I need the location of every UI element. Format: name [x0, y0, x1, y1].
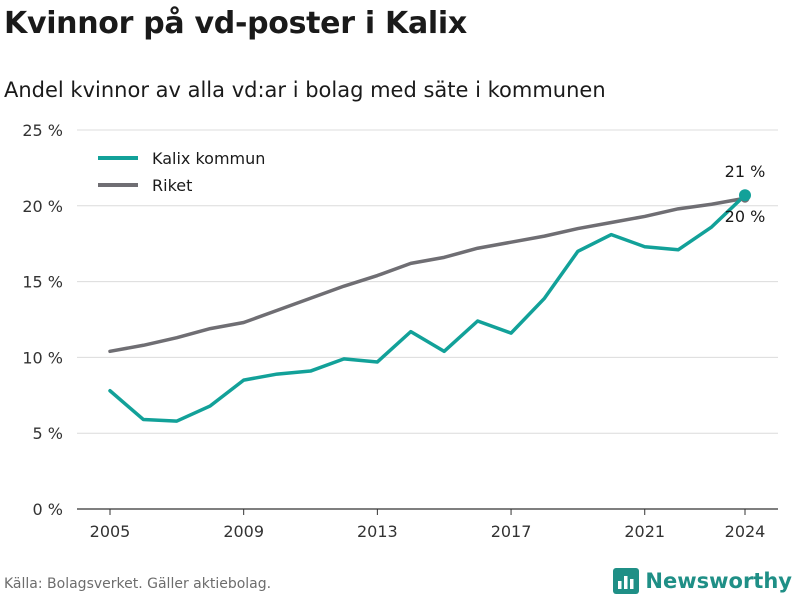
data-label-riket: 20 %	[725, 207, 766, 226]
x-tick-label: 2013	[357, 522, 398, 541]
y-tick-label: 25 %	[22, 121, 63, 140]
series-line-riket	[108, 196, 747, 354]
brand-name: Newsworthy	[645, 569, 792, 593]
source-note: Källa: Bolagsverket. Gäller aktiebolag.	[4, 576, 272, 592]
y-tick-label: 15 %	[22, 273, 63, 292]
series-endpoint-kalix-kommun	[739, 189, 751, 202]
chart-subtitle: Andel kvinnor av alla vd:ar i bolag med …	[4, 78, 606, 102]
brand-logo: Newsworthy	[613, 568, 792, 594]
x-tick-label: 2017	[491, 522, 532, 541]
x-tick-label: 2005	[90, 522, 131, 541]
y-tick-label: 20 %	[22, 197, 63, 216]
x-tick-label: 2024	[725, 522, 766, 541]
legend-label-riket: Riket	[152, 176, 192, 195]
y-tick-label: 10 %	[22, 348, 63, 367]
x-tick-label: 2009	[223, 522, 264, 541]
data-label-kalix-kommun: 21 %	[725, 162, 766, 181]
newsworthy-logo-icon	[613, 568, 640, 594]
legend-label-kalix-kommun: Kalix kommun	[152, 149, 265, 168]
y-tick-label: 0 %	[33, 500, 63, 519]
x-tick-label: 2021	[624, 522, 665, 541]
y-tick-label: 5 %	[33, 424, 63, 443]
series-line-kalix-kommun	[108, 193, 747, 423]
chart-title: Kvinnor på vd-poster i Kalix	[4, 6, 467, 41]
